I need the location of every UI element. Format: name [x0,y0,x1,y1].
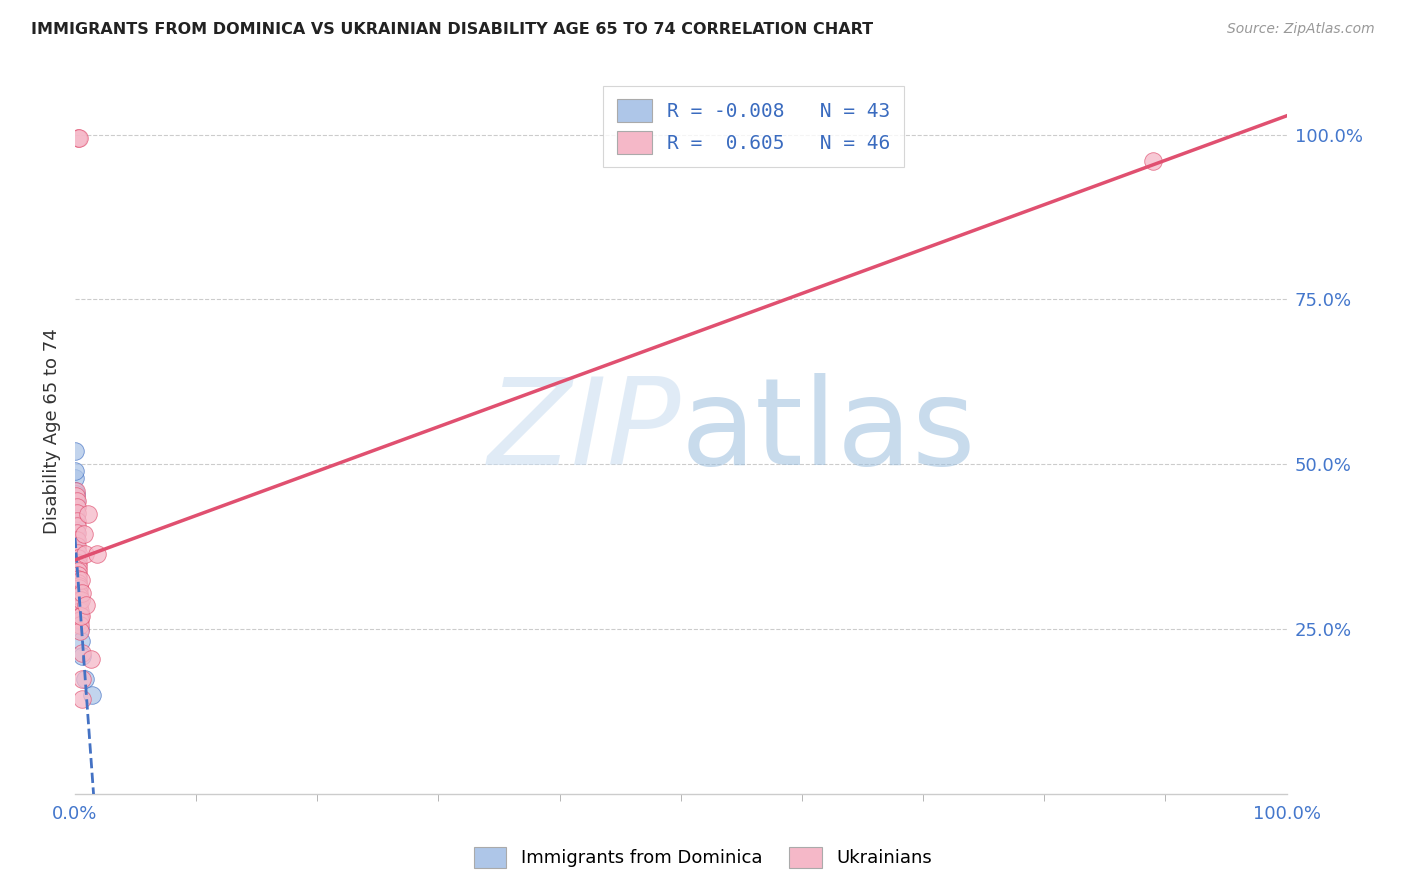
Point [69,613,91,627]
Point [66,584,89,599]
Point [70,586,93,600]
Point [69,624,91,638]
Point [67,586,90,600]
Point [66,599,89,614]
Point [67,130,90,145]
Point [70,634,93,648]
Point [66,590,89,604]
Point [65,510,87,524]
Point [75,598,97,612]
Point [67,596,90,610]
Point [73,526,96,541]
Point [65,500,87,515]
Point [66,546,89,560]
Point [65,483,87,498]
Point [70,691,93,706]
Point [66,577,89,591]
Point [66,595,89,609]
Point [65,566,87,581]
Point [70,672,93,686]
Point [66,518,89,533]
Point [66,597,89,611]
Point [67,565,90,579]
Point [80,689,103,703]
Point [65,524,87,538]
Legend: Immigrants from Dominica, Ukrainians: Immigrants from Dominica, Ukrainians [463,836,943,879]
Point [80,652,103,666]
Point [65,555,87,569]
Point [70,646,93,660]
Point [1142,153,1164,168]
Point [75,547,97,561]
Point [75,672,97,686]
Text: atlas: atlas [681,373,976,490]
Point [66,500,89,514]
Point [69,618,91,632]
Point [65,444,87,458]
Point [65,543,87,558]
Text: Source: ZipAtlas.com: Source: ZipAtlas.com [1227,22,1375,37]
Y-axis label: Disability Age 65 to 74: Disability Age 65 to 74 [44,328,60,534]
Point [66,592,89,607]
Point [67,602,90,616]
Point [69,609,91,624]
Point [65,559,87,574]
Point [67,609,90,624]
Point [66,560,89,574]
Point [67,568,90,582]
Point [65,464,87,478]
Point [65,574,87,589]
Point [65,571,87,585]
Point [66,526,89,541]
Point [65,563,87,577]
Point [67,592,90,607]
Point [67,130,90,145]
Point [63,470,86,484]
Point [69,623,91,637]
Point [72,648,94,663]
Point [86,547,108,561]
Point [65,493,87,508]
Text: ZIP: ZIP [488,373,681,490]
Legend: R = -0.008   N = 43, R =  0.605   N = 46: R = -0.008 N = 43, R = 0.605 N = 46 [603,86,904,168]
Point [67,615,90,629]
Point [67,582,90,596]
Point [77,507,100,521]
Point [65,487,87,501]
Text: IMMIGRANTS FROM DOMINICA VS UKRAINIAN DISABILITY AGE 65 TO 74 CORRELATION CHART: IMMIGRANTS FROM DOMINICA VS UKRAINIAN DI… [31,22,873,37]
Point [65,483,87,498]
Point [66,557,89,571]
Point [69,609,91,624]
Point [66,580,89,594]
Point [66,591,89,605]
Point [69,592,91,607]
Point [66,506,89,520]
Point [67,572,90,586]
Point [70,573,93,587]
Point [65,516,87,531]
Point [66,586,89,600]
Point [67,579,90,593]
Point [66,539,89,553]
Point [65,551,87,566]
Point [65,568,87,582]
Point [66,588,89,602]
Point [65,489,87,503]
Point [67,576,90,591]
Point [67,590,90,604]
Point [65,547,87,561]
Point [66,533,89,547]
Point [66,551,89,566]
Point [65,494,87,508]
Point [65,533,87,548]
Point [69,601,91,615]
Point [65,540,87,554]
Point [65,526,87,541]
Point [66,582,89,596]
Point [66,514,89,528]
Point [69,604,91,618]
